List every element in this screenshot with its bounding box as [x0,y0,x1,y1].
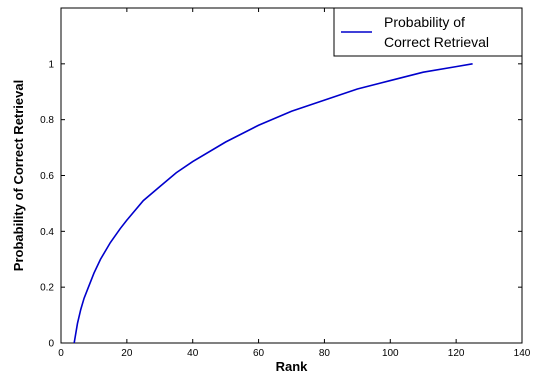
x-tick-label: 20 [121,348,133,359]
x-tick-label: 140 [514,348,531,359]
y-axis-label: Probability of Correct Retrieval [11,80,26,271]
y-tick-label: 0.6 [40,171,54,182]
x-tick-label: 100 [382,348,399,359]
legend-entry: Probability of Correct Retrieval [384,14,489,50]
x-tick-label: 120 [448,348,465,359]
y-tick-label: 0.4 [40,227,54,238]
legend: Probability of Correct Retrieval [333,7,523,57]
x-tick-label: 40 [187,348,199,359]
x-tick-label: 60 [253,348,265,359]
plot-frame [60,7,523,344]
x-axis-label: Rank [276,359,309,374]
y-tick-label: 0 [48,339,54,350]
series-line [73,63,473,344]
x-tick-label: 80 [319,348,331,359]
x-tick-label: 0 [58,348,64,359]
x-axis-ticks: 0 20 40 60 80 100 120 140 [58,8,531,359]
y-tick-label: 0.8 [40,115,54,126]
y-tick-label: 0.2 [40,283,54,294]
y-tick-label: 1 [48,59,54,70]
y-axis-ticks: 0 0.2 0.4 0.6 0.8 1 [40,59,522,350]
